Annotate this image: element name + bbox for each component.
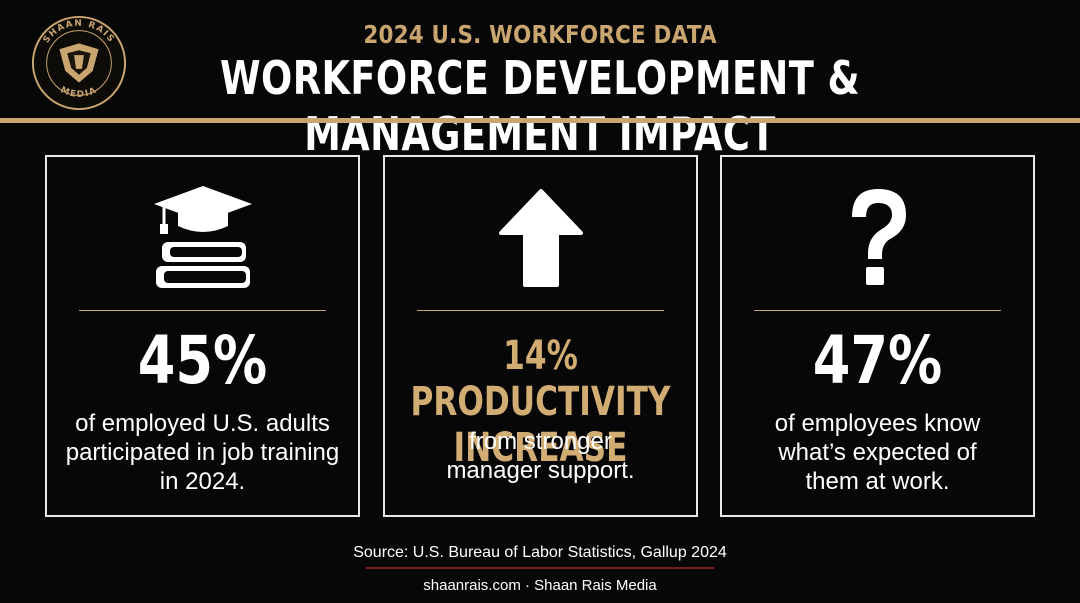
source-citation: Source: U.S. Bureau of Labor Statistics,… <box>353 544 727 561</box>
stat-panel-expectations: 47% of employees know what’s expected of… <box>720 155 1035 517</box>
question-mark-icon <box>722 177 1033 299</box>
panel-divider <box>417 310 664 311</box>
svg-text:MEDIA: MEDIA <box>59 85 99 100</box>
page-title: WORKFORCE DEVELOPMENT & MANAGEMENT IMPAC… <box>220 51 860 161</box>
stat-description: of employees know what’s expected of the… <box>774 410 981 495</box>
source-divider <box>366 567 714 569</box>
up-arrow-icon <box>385 177 696 299</box>
panel-divider <box>79 310 326 311</box>
stat-value: 47% <box>812 322 943 399</box>
stat-description: of employed U.S. adults participated in … <box>65 410 340 495</box>
stat-value: 14% PRODUCTIVITY INCREASE <box>410 333 671 471</box>
header-divider <box>0 118 1080 123</box>
shaan-rais-media-logo: SHAAN RAIS MEDIA <box>31 15 127 111</box>
stat-value: 45% <box>137 322 268 399</box>
stat-panel-training: 45% of employed U.S. adults participated… <box>45 155 360 517</box>
stat-description: from stronger manager support. <box>446 428 635 484</box>
header-subtitle: 2024 U.S. WORKFORCE DATA <box>363 20 717 49</box>
stat-value-line-2: INCREASE <box>453 425 628 471</box>
graduation-cap-books-icon <box>47 177 358 299</box>
panel-divider <box>754 310 1001 311</box>
stat-value-line-1: 14% PRODUCTIVITY <box>410 333 671 425</box>
site-credit: shaanrais.com · Shaan Rais Media <box>423 577 657 594</box>
stat-panel-productivity: 14% PRODUCTIVITY INCREASE from stronger … <box>383 155 698 517</box>
